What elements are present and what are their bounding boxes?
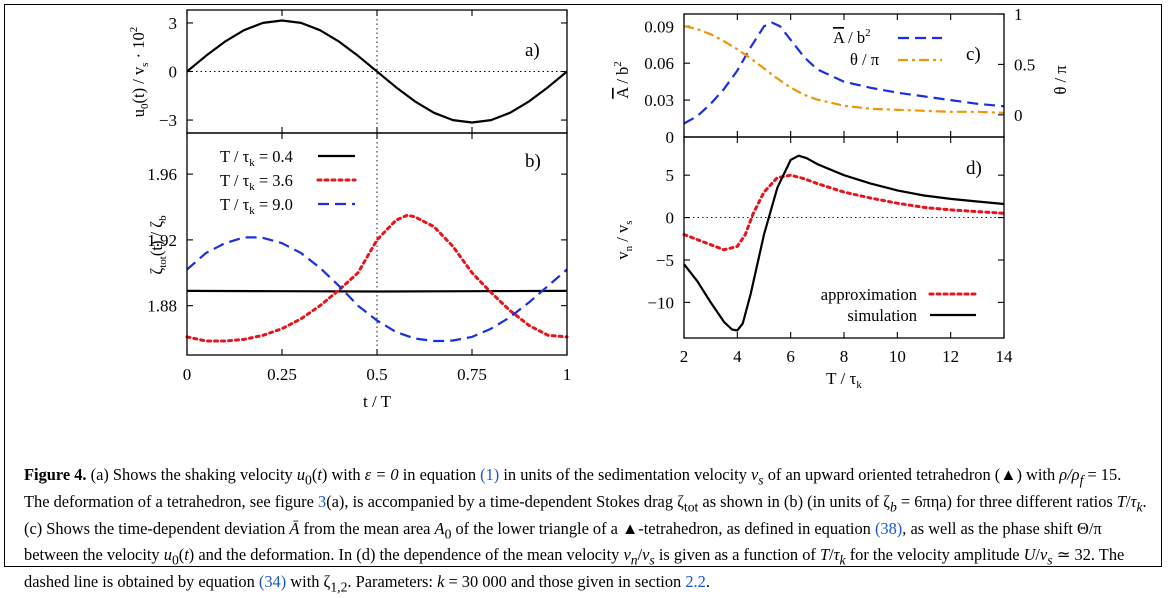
y-tick-label: 5 <box>666 166 675 185</box>
figure-frame <box>4 4 1162 567</box>
series-line-d-1 <box>683 154 1005 332</box>
y-tick-label: 1.96 <box>147 165 177 184</box>
legend-label: T / τk = 0.4 <box>220 147 293 169</box>
x-tick-label: 0.25 <box>267 365 297 384</box>
panel-label-d: d) <box>966 158 982 179</box>
y-tick-label: 3 <box>169 14 178 33</box>
x-axis-label-b: t / T <box>363 392 392 411</box>
y-axis-label-a: u0(t) / vs · 102 <box>128 27 151 117</box>
y-tick-label: 0 <box>666 128 675 147</box>
legend-label: simulation <box>847 306 917 325</box>
y2-tick-label: 0.5 <box>1014 55 1035 74</box>
figure-4: 3 0 −3 a) u0(t) / vs · 102 1.96 1.92 1.88 0 0.25 0… <box>128 5 1070 411</box>
x-tick-label: 4 <box>733 347 742 366</box>
ref-section-2-2[interactable]: 2.2 <box>685 572 706 592</box>
series-line-b-2 <box>186 236 568 343</box>
x-tick-label: 0 <box>183 365 192 384</box>
legend-label: approximation <box>821 285 917 304</box>
caption-label: Figure 4. <box>24 465 87 484</box>
x-tick-label: 8 <box>840 347 849 366</box>
legend-label: A / b2 <box>833 27 871 47</box>
series-line-c-1 <box>683 25 1005 114</box>
x-tick-label: 1 <box>563 365 572 384</box>
y-tick-label: −5 <box>656 251 674 270</box>
y-tick-label: 0.09 <box>644 17 674 36</box>
y2-axis-label-c: θ / π <box>1051 65 1070 95</box>
y-tick-label: 0.03 <box>644 91 674 110</box>
y2-tick-label: 0 <box>1014 106 1023 125</box>
ref-equation-34[interactable]: (34) <box>258 572 287 592</box>
y2-tick-label: 1 <box>1014 5 1023 24</box>
y-tick-label: −10 <box>647 293 674 312</box>
x-tick-label: 0.5 <box>366 365 387 384</box>
series-line-b-0 <box>186 289 568 293</box>
y-tick-label: 0.06 <box>644 54 674 73</box>
panel-d-frame <box>683 136 1005 339</box>
x-tick-label: 14 <box>996 347 1014 366</box>
series-line-d-0 <box>682 173 1006 252</box>
series-line-c-0 <box>683 21 1005 125</box>
x-tick-label: 2 <box>680 347 689 366</box>
x-tick-label: 6 <box>786 347 795 366</box>
x-axis-label-d: T / τk <box>826 369 862 391</box>
ref-equation-1[interactable]: (1) <box>480 465 500 484</box>
y-tick-label: 1.92 <box>147 231 177 250</box>
panel-label-c: c) <box>966 44 981 65</box>
series-line-a-0 <box>186 19 568 124</box>
y-tick-label: −3 <box>159 111 177 130</box>
x-tick-label: 12 <box>942 347 959 366</box>
y-tick-label: 1.88 <box>147 297 177 316</box>
ref-equation-38[interactable]: (38) <box>874 518 903 538</box>
y-tick-label: 0 <box>169 63 178 82</box>
y-axis-label-c: A / b2 <box>612 61 632 99</box>
x-tick-label: 0.75 <box>457 365 487 384</box>
series-line-b-1 <box>185 213 569 343</box>
ref-figure-3[interactable]: 3 <box>318 491 327 511</box>
legend-label: θ / π <box>850 50 880 69</box>
x-tick-label: 10 <box>889 347 906 366</box>
panel-label-b: b) <box>525 151 541 172</box>
panel-label-a: a) <box>525 40 540 61</box>
figure-caption: Figure 4. (a) Shows the shaking velocity… <box>24 465 1147 595</box>
legend-label: T / τk = 3.6 <box>220 171 293 193</box>
panel-b-frame <box>186 132 568 356</box>
legend-label: T / τk = 9.0 <box>220 195 293 217</box>
y-tick-label: 0 <box>666 209 675 228</box>
